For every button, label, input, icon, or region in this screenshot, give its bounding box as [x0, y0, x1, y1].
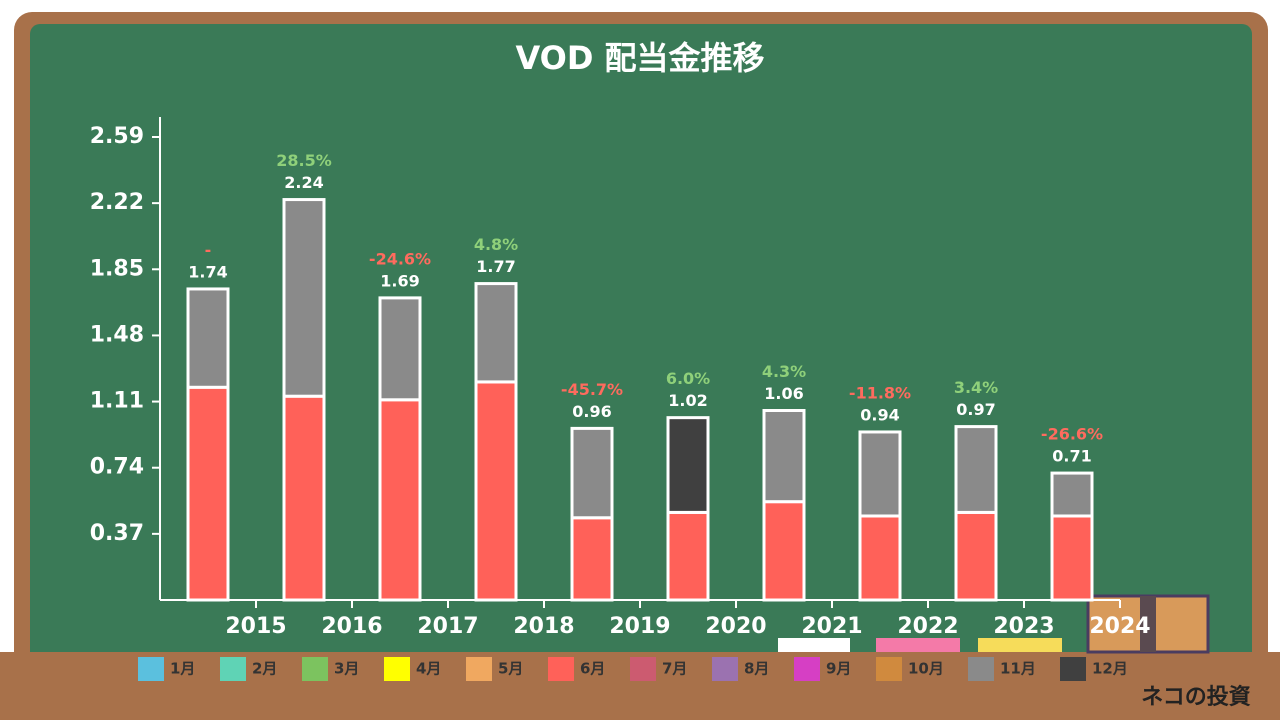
legend-label: 3月 — [334, 660, 359, 678]
x-tick-label: 2017 — [417, 614, 478, 639]
bar-segment — [282, 198, 326, 398]
x-tick-label: 2023 — [993, 614, 1054, 639]
bar-segment — [1050, 471, 1094, 518]
growth-label: - — [205, 240, 212, 259]
bar-segment — [858, 514, 902, 602]
growth-label: -11.8% — [849, 383, 911, 402]
y-tick-label: 2.22 — [90, 190, 144, 215]
legend-swatch — [548, 657, 574, 681]
total-label: 1.02 — [668, 391, 707, 410]
legend-label: 4月 — [416, 660, 441, 678]
x-tick-label: 2016 — [321, 614, 382, 639]
total-label: 0.97 — [956, 400, 995, 419]
bar-segment — [762, 409, 806, 504]
bar-segment — [378, 296, 422, 402]
x-tick-label: 2024 — [1089, 614, 1150, 639]
legend-swatch — [876, 657, 902, 681]
bar-segment — [858, 430, 902, 518]
bar-segment — [954, 510, 998, 602]
x-tick-label: 2015 — [225, 614, 286, 639]
legend-label: 1月 — [170, 660, 195, 678]
total-label: 0.71 — [1052, 447, 1091, 466]
legend-label: 9月 — [826, 660, 851, 678]
growth-label: 4.8% — [474, 235, 518, 254]
bar-segment — [666, 416, 710, 514]
eraser-band — [1140, 596, 1156, 652]
growth-label: -24.6% — [369, 249, 431, 268]
legend-swatch — [630, 657, 656, 681]
total-label: 1.06 — [764, 384, 803, 403]
y-tick-label: 1.11 — [90, 389, 144, 414]
legend-label: 6月 — [580, 660, 605, 678]
bar-segment — [474, 282, 518, 384]
growth-label: 4.3% — [762, 362, 806, 381]
bar-segment — [1050, 514, 1094, 602]
growth-label: -45.7% — [561, 380, 623, 399]
bar-segment — [666, 510, 710, 602]
legend-label: 5月 — [498, 660, 523, 678]
y-tick-label: 2.59 — [90, 124, 144, 149]
legend-swatch — [712, 657, 738, 681]
growth-label: 28.5% — [276, 151, 332, 170]
legend-swatch — [968, 657, 994, 681]
legend-swatch — [302, 657, 328, 681]
total-label: 1.69 — [380, 271, 419, 290]
bar-segment — [570, 426, 614, 520]
x-tick-label: 2021 — [801, 614, 862, 639]
legend-swatch — [794, 657, 820, 681]
brand: ネコの投資 — [1141, 684, 1251, 710]
chalk — [876, 638, 960, 652]
growth-label: -26.6% — [1041, 425, 1103, 444]
legend-swatch — [1060, 657, 1086, 681]
x-tick-label: 2019 — [609, 614, 670, 639]
x-tick-label: 2018 — [513, 614, 574, 639]
legend-label: 10月 — [908, 660, 944, 678]
y-tick-label: 0.37 — [90, 521, 144, 546]
chart-title: VOD 配当金推移 — [515, 39, 764, 77]
x-tick-label: 2020 — [705, 614, 766, 639]
total-label: 0.96 — [572, 402, 611, 421]
bar-segment — [954, 425, 998, 514]
total-label: 1.74 — [188, 262, 227, 281]
legend-swatch — [384, 657, 410, 681]
total-label: 2.24 — [284, 173, 323, 192]
growth-label: 3.4% — [954, 378, 998, 397]
legend-label: 11月 — [1000, 660, 1036, 678]
chalk — [978, 638, 1062, 652]
chalk — [778, 638, 850, 652]
total-label: 0.94 — [860, 405, 899, 424]
legend-label: 12月 — [1092, 660, 1128, 678]
y-tick-label: 1.85 — [90, 256, 144, 281]
legend-swatch — [220, 657, 246, 681]
bar-segment — [378, 398, 422, 602]
legend-swatch — [138, 657, 164, 681]
y-tick-label: 0.74 — [90, 455, 144, 480]
total-label: 1.77 — [476, 257, 515, 276]
legend-label: 7月 — [662, 660, 687, 678]
bar-segment — [570, 516, 614, 602]
bar-segment — [762, 500, 806, 602]
board — [30, 24, 1252, 664]
legend-label: 8月 — [744, 660, 769, 678]
growth-label: 6.0% — [666, 369, 710, 388]
x-tick-label: 2022 — [897, 614, 958, 639]
legend-swatch — [466, 657, 492, 681]
bar-segment — [186, 385, 230, 602]
legend-label: 2月 — [252, 660, 277, 678]
y-tick-label: 1.48 — [90, 322, 144, 347]
bar-segment — [282, 394, 326, 602]
bar-segment — [186, 287, 230, 389]
bar-segment — [474, 380, 518, 602]
